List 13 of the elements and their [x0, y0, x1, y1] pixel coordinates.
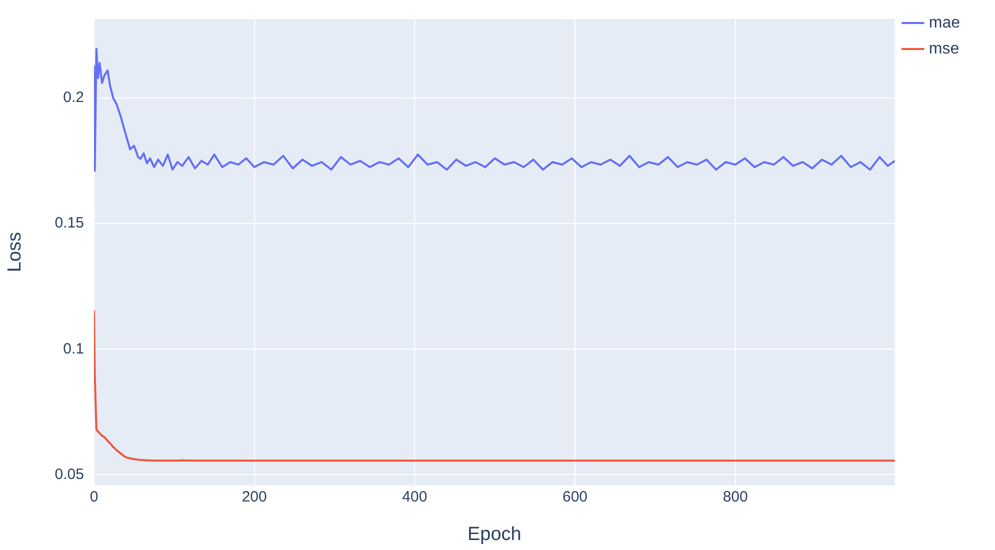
y-tick-label: 0.2 — [63, 89, 84, 106]
y-axis-title: Loss — [4, 232, 26, 272]
x-tick-label: 400 — [402, 488, 428, 506]
x-tick-label: 800 — [722, 488, 748, 506]
legend-label: mse — [928, 40, 960, 58]
x-tick-label: 600 — [562, 488, 588, 506]
y-tick-label: 0.05 — [54, 466, 84, 483]
y-tick-label: 0.1 — [63, 340, 84, 358]
x-axis-title: Epoch — [467, 524, 522, 545]
y-tick-label: 0.15 — [54, 214, 84, 232]
x-tick-label: 0 — [90, 488, 98, 506]
x-tick-label: 200 — [242, 488, 267, 506]
legend-label: mae — [928, 14, 960, 32]
